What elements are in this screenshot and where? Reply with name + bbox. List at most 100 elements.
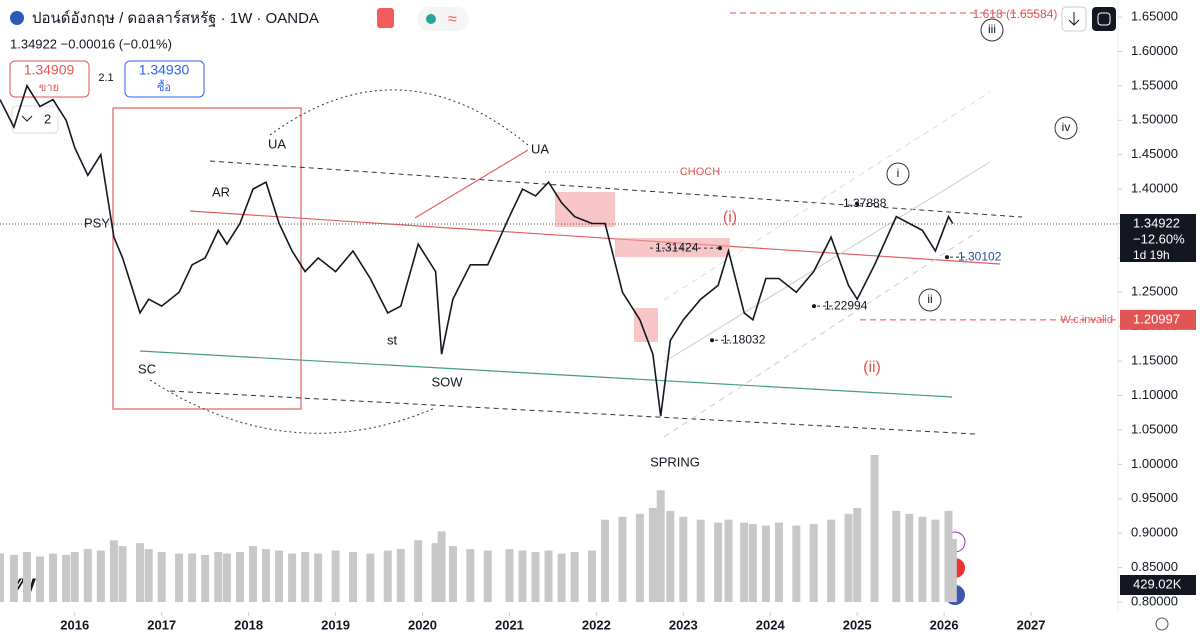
volume-bar xyxy=(740,522,749,602)
y-tick-label: 0.95000 xyxy=(1131,490,1178,505)
fullscreen-button[interactable] xyxy=(1092,7,1116,31)
volume-bar xyxy=(809,524,818,602)
volume-bar xyxy=(109,540,118,602)
volume-bar xyxy=(383,550,392,602)
volume-bar xyxy=(601,519,610,602)
level-label: 1.31424 xyxy=(655,240,699,254)
volume-bar xyxy=(792,525,801,602)
volume-bar xyxy=(314,553,323,602)
volume-bar xyxy=(905,513,914,602)
volume-bar xyxy=(262,549,271,602)
annotation: AR xyxy=(212,184,230,199)
invalid-label: W.c.invalid xyxy=(1060,314,1113,326)
price-tag-change: −12.60% xyxy=(1133,231,1185,246)
volume-bar xyxy=(635,513,644,602)
status-dot xyxy=(426,14,436,24)
wave-circle xyxy=(886,162,910,186)
volume-bar xyxy=(214,552,223,602)
price-tag-countdown: 1d 19h xyxy=(1133,248,1170,262)
x-tick-label: 2023 xyxy=(669,617,698,632)
volume-bar xyxy=(844,513,853,602)
status-icon: ≈ xyxy=(448,11,457,28)
volume-bar xyxy=(35,556,44,602)
x-tick-label: 2021 xyxy=(495,617,524,632)
range-box xyxy=(112,107,302,410)
volume-bar xyxy=(175,553,184,602)
y-tick-label: 1.40000 xyxy=(1131,180,1178,195)
sell-button[interactable] xyxy=(9,60,90,98)
price-tag xyxy=(1120,214,1196,263)
annotation: (i) xyxy=(723,209,737,226)
annotation: CHOCH xyxy=(680,166,720,178)
annotation: i xyxy=(897,166,900,180)
sell-price: 1.34909 xyxy=(24,62,75,78)
annotation: st xyxy=(387,332,398,347)
annotation: iii xyxy=(988,22,996,36)
buy-price: 1.34930 xyxy=(139,62,190,78)
status-pill[interactable] xyxy=(417,7,469,31)
volume-bar xyxy=(144,549,153,602)
volume-bar xyxy=(944,510,953,602)
volume-bar xyxy=(49,553,58,602)
volume-bar xyxy=(366,553,375,602)
volume-bar xyxy=(656,490,665,602)
volume-bar xyxy=(648,507,657,602)
level-label: 1.30102 xyxy=(958,249,1002,263)
flag-icon xyxy=(10,11,24,25)
quote: 1.34922 −0.00016 (−0.01%) xyxy=(10,36,172,51)
volume-tag xyxy=(1120,575,1196,595)
x-tick-label: 2026 xyxy=(930,617,959,632)
dropdown[interactable] xyxy=(11,105,59,134)
y-tick-label: 1.05000 xyxy=(1131,421,1178,436)
volume-bar xyxy=(666,510,675,602)
level-dot xyxy=(710,338,714,343)
x-tick-label: 2018 xyxy=(234,617,263,632)
volume-bar xyxy=(437,531,446,602)
volume-bar xyxy=(483,550,492,602)
trendline xyxy=(189,210,1001,265)
volume-bar xyxy=(0,553,4,602)
y-tick-label: 1.25000 xyxy=(1131,284,1178,299)
volume-bar xyxy=(201,554,210,602)
volume-tag-value: 429.02K xyxy=(1133,576,1182,591)
volume-bar xyxy=(679,516,688,602)
volume-bar xyxy=(870,455,879,602)
annotation: iv xyxy=(1062,120,1071,134)
volume-bar xyxy=(748,524,757,602)
volume-bar xyxy=(96,550,105,602)
annotation: (ii) xyxy=(863,359,881,376)
y-tick-label: 1.60000 xyxy=(1131,43,1178,58)
price-line xyxy=(0,83,954,417)
market-icon[interactable] xyxy=(377,8,394,28)
sell-label: ขาย xyxy=(39,82,59,94)
wave-circle xyxy=(980,18,1004,42)
volume-bar xyxy=(466,549,475,602)
level-dot xyxy=(718,246,722,251)
volume-bar xyxy=(301,552,310,602)
volume-bar xyxy=(714,522,723,602)
y-tick-label: 1.50000 xyxy=(1131,112,1178,127)
annotation: SOW xyxy=(431,374,463,389)
volume-bar xyxy=(761,525,770,602)
level-label: 1.37888 xyxy=(843,196,887,210)
level-dot xyxy=(945,255,949,260)
wave-circle xyxy=(918,288,942,312)
icon xyxy=(1097,12,1111,26)
y-tick-label: 0.90000 xyxy=(1131,525,1178,540)
y-tick-label: 1.65000 xyxy=(1131,8,1178,23)
settings-icon[interactable] xyxy=(1155,617,1169,631)
x-tick-label: 2017 xyxy=(147,617,176,632)
channel-line xyxy=(663,161,991,363)
chevron xyxy=(21,115,33,122)
volume-bar xyxy=(724,519,733,602)
volume-bar xyxy=(83,549,92,602)
volume-bar xyxy=(135,543,144,602)
buy-button[interactable] xyxy=(124,60,205,98)
arc xyxy=(269,89,529,146)
volume-bar xyxy=(774,522,783,602)
volume-bar xyxy=(288,553,297,602)
level-label: 1.18032 xyxy=(722,332,766,346)
annotation: PSY xyxy=(84,215,110,230)
volume-bar xyxy=(918,516,927,602)
fib-label: 1.618 (1.65584) xyxy=(973,7,1058,21)
